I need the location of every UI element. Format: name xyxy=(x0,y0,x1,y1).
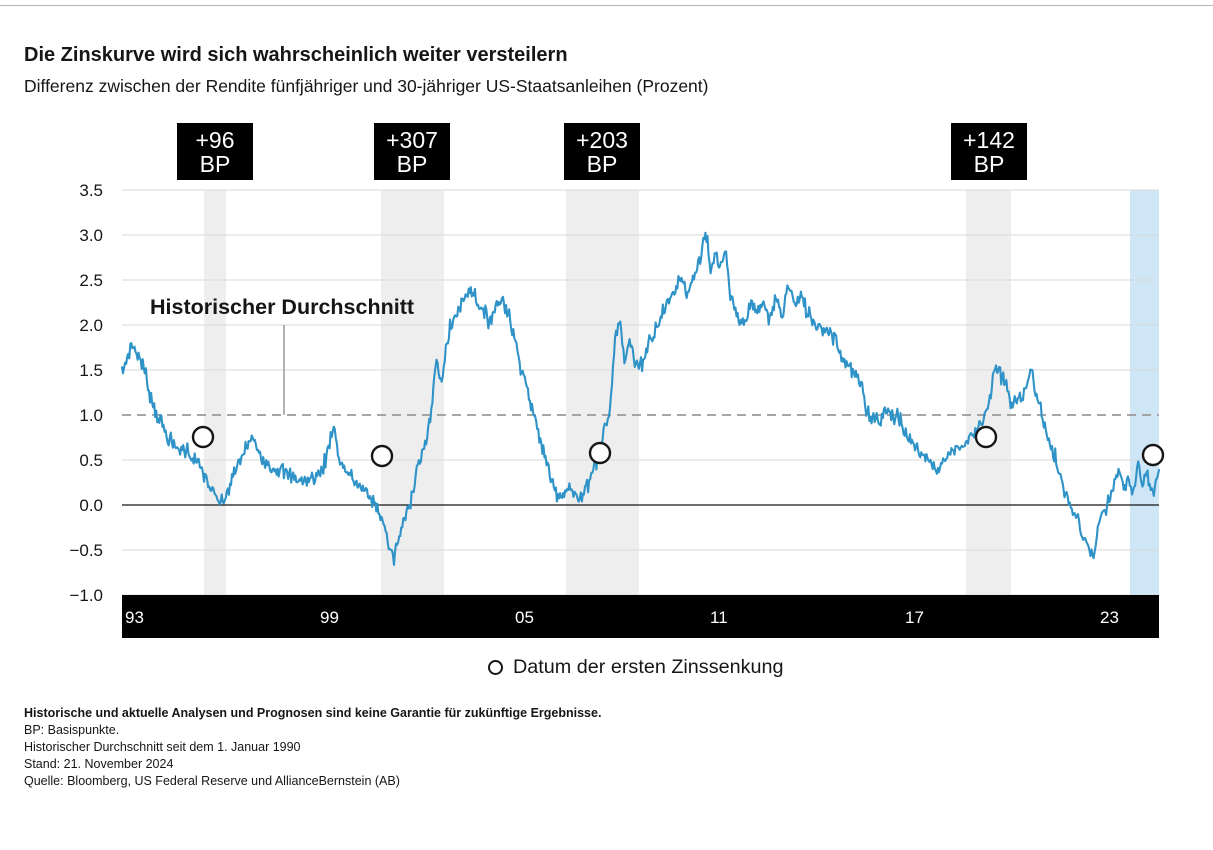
svg-text:0.5: 0.5 xyxy=(79,451,103,470)
svg-text:1.5: 1.5 xyxy=(79,361,103,380)
svg-text:+203: +203 xyxy=(576,127,628,153)
svg-text:93: 93 xyxy=(125,608,144,627)
svg-text:+96: +96 xyxy=(195,127,234,153)
svg-text:17: 17 xyxy=(905,608,924,627)
svg-text:−0.5: −0.5 xyxy=(69,541,103,560)
svg-text:−1.0: −1.0 xyxy=(69,586,103,605)
svg-text:+142: +142 xyxy=(963,127,1015,153)
svg-text:3.0: 3.0 xyxy=(79,226,103,245)
svg-text:99: 99 xyxy=(320,608,339,627)
svg-text:BP: BP xyxy=(200,151,231,177)
svg-text:23: 23 xyxy=(1100,608,1119,627)
svg-text:2.0: 2.0 xyxy=(79,316,103,335)
svg-text:05: 05 xyxy=(515,608,534,627)
svg-text:BP: BP xyxy=(974,151,1005,177)
svg-text:11: 11 xyxy=(710,608,728,627)
svg-text:Historischer Durchschnitt: Historischer Durchschnitt xyxy=(150,295,414,319)
svg-text:2.5: 2.5 xyxy=(79,271,103,290)
svg-text:BP: BP xyxy=(587,151,618,177)
svg-text:BP: BP xyxy=(397,151,428,177)
svg-text:3.5: 3.5 xyxy=(79,181,103,200)
svg-text:+307: +307 xyxy=(386,127,438,153)
svg-text:1.0: 1.0 xyxy=(79,406,103,425)
svg-text:0.0: 0.0 xyxy=(79,496,103,515)
